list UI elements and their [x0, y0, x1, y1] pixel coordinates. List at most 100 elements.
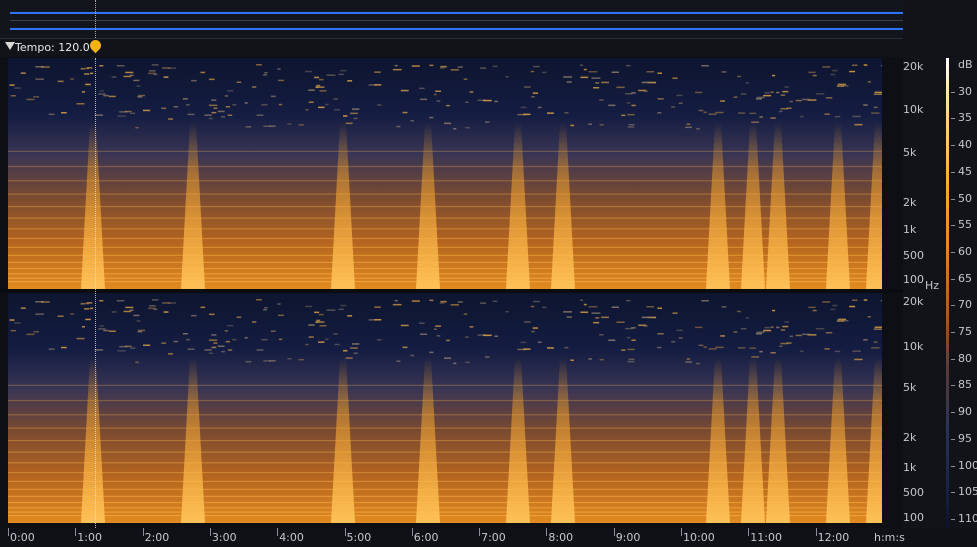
note-dash	[225, 106, 230, 108]
note-dash	[867, 316, 871, 318]
note-dash	[211, 111, 217, 114]
note-dash	[854, 123, 863, 126]
note-dash	[186, 338, 190, 341]
note-dash	[440, 300, 447, 303]
note-dash	[40, 301, 50, 303]
note-dash	[733, 96, 738, 98]
note-dash	[625, 327, 633, 330]
note-dash	[530, 305, 535, 308]
note-dash	[647, 316, 657, 319]
note-dash	[852, 115, 861, 118]
note-dash	[789, 100, 793, 103]
note-dash	[469, 91, 474, 93]
note-dash	[353, 117, 358, 120]
time-label: 12:00	[817, 531, 850, 544]
note-dash	[168, 353, 173, 355]
time-label: 11:00	[750, 531, 782, 544]
note-dash	[162, 302, 171, 304]
note-dash	[352, 108, 360, 110]
transient-burst	[331, 122, 355, 289]
overview-playhead[interactable]	[95, 0, 96, 38]
note-dash	[698, 344, 704, 347]
triangle-down-icon[interactable]	[5, 42, 15, 50]
note-dash	[698, 109, 704, 112]
note-dash	[319, 325, 327, 327]
transient-burst	[551, 122, 575, 289]
note-dash	[162, 67, 171, 69]
note-dash	[772, 74, 776, 77]
note-dash	[738, 112, 746, 114]
spectrogram-channel-left[interactable]	[8, 58, 882, 289]
time-tick	[209, 528, 211, 536]
note-dash	[94, 114, 104, 116]
note-dash	[852, 350, 861, 352]
note-dash	[563, 76, 572, 78]
note-dash	[782, 325, 789, 328]
note-dash	[485, 121, 490, 123]
note-dash	[314, 76, 320, 79]
frequency-label: 10k	[903, 103, 924, 116]
time-ruler[interactable]: 0:00 1:00 2:00 3:00 4:00 5:00 6:00 7:00 8:00 9:00…	[0, 528, 977, 547]
note-dash	[98, 93, 106, 95]
note-dash	[816, 328, 825, 330]
tempo-track[interactable]: Tempo: 120.0	[0, 37, 903, 57]
note-dash	[209, 313, 215, 316]
note-dash	[20, 72, 26, 74]
note-dash	[657, 346, 662, 349]
tempo-marker-icon[interactable]	[87, 37, 104, 54]
waveform-overview[interactable]	[0, 0, 903, 39]
note-dash	[601, 81, 609, 84]
note-dash	[182, 98, 188, 100]
db-tick	[951, 198, 955, 200]
note-dash	[830, 73, 836, 76]
playhead-cursor[interactable]	[95, 58, 96, 528]
spectrogram-channel-right[interactable]	[8, 293, 882, 523]
note-dash	[433, 93, 437, 96]
note-dash	[80, 302, 89, 305]
note-dash	[163, 76, 169, 78]
note-dash	[84, 308, 90, 310]
note-dash	[477, 99, 486, 101]
note-dash	[786, 342, 792, 344]
note-dash	[523, 321, 531, 323]
note-dash	[523, 348, 531, 350]
time-tick	[344, 528, 346, 536]
time-label: 8:00	[548, 531, 574, 544]
note-dash	[530, 70, 535, 73]
db-label: 75	[958, 325, 972, 338]
note-dash	[842, 319, 849, 322]
note-dash	[338, 308, 344, 311]
note-dash	[167, 67, 176, 69]
time-tick	[546, 528, 548, 536]
note-dash	[756, 331, 765, 333]
note-dash	[305, 70, 313, 73]
note-dash	[631, 339, 636, 341]
harmonic-line	[8, 511, 882, 513]
note-dash	[14, 87, 21, 89]
note-dash	[326, 309, 336, 311]
note-dash	[628, 123, 635, 126]
note-dash	[316, 319, 321, 322]
frequency-label: 500	[903, 249, 924, 262]
note-dash	[647, 81, 657, 84]
note-dash	[625, 93, 633, 95]
note-dash	[824, 113, 830, 115]
note-dash	[588, 358, 592, 360]
note-dash	[10, 95, 16, 97]
note-dash	[125, 306, 134, 309]
note-dash	[782, 90, 789, 93]
note-dash	[90, 307, 94, 310]
note-dash	[33, 96, 39, 98]
note-dash	[570, 359, 574, 361]
note-dash	[737, 310, 741, 313]
note-dash	[621, 349, 626, 351]
note-dash	[429, 351, 434, 354]
note-dash	[832, 69, 838, 72]
note-dash	[770, 326, 774, 328]
note-dash	[33, 331, 39, 333]
note-dash	[795, 99, 802, 102]
transient-burst	[551, 357, 575, 523]
note-dash	[136, 85, 141, 87]
note-dash	[566, 316, 572, 318]
note-dash	[832, 304, 838, 307]
